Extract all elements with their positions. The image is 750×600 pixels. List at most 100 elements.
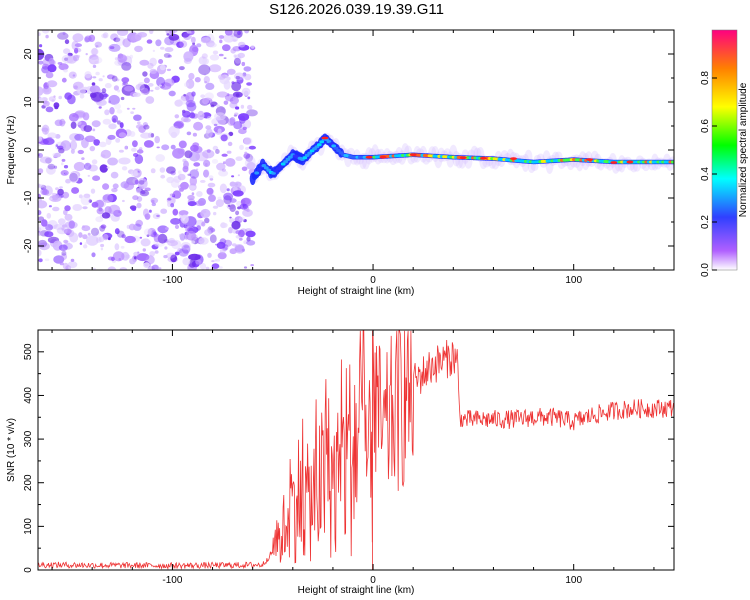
- noise-blob: [39, 44, 43, 48]
- noise-blob: [49, 194, 62, 202]
- noise-blob: [89, 85, 101, 94]
- y-tick-label: 200: [23, 474, 34, 491]
- noise-blob: [74, 133, 85, 141]
- noise-blob: [196, 191, 203, 197]
- noise-blob: [62, 31, 66, 36]
- noise-blob: [216, 241, 226, 249]
- noise-blob: [187, 194, 195, 201]
- noise-blob: [46, 136, 53, 142]
- noise-blob: [57, 62, 63, 65]
- noise-blob: [248, 145, 256, 150]
- y-tick-label: 20: [23, 48, 34, 60]
- noise-blob: [233, 121, 243, 130]
- noise-blob: [61, 250, 67, 256]
- noise-blob: [243, 240, 248, 245]
- noise-blob: [227, 118, 236, 126]
- ridge-peak: [610, 161, 618, 164]
- noise-blob: [130, 111, 135, 114]
- noise-blob: [216, 258, 221, 262]
- noise-blob: [96, 207, 104, 215]
- snr-frame: [37, 329, 675, 571]
- noise-blob: [228, 204, 231, 207]
- colorbar-tick-label: 0.6: [700, 119, 711, 133]
- noise-blob: [190, 36, 196, 44]
- colorbar-tick-label: 0.2: [700, 215, 711, 229]
- noise-blob: [151, 264, 159, 270]
- noise-blob: [214, 112, 226, 121]
- noise-blob: [202, 149, 215, 159]
- noise-blob: [41, 189, 50, 196]
- noise-blob: [217, 119, 227, 125]
- noise-blob: [231, 36, 238, 42]
- noise-blob: [135, 219, 143, 227]
- noise-blob: [211, 159, 219, 164]
- noise-blob: [225, 158, 236, 167]
- noise-blob: [220, 222, 226, 229]
- noise-blob: [210, 104, 215, 108]
- noise-blob: [63, 228, 72, 235]
- noise-blob: [110, 171, 119, 179]
- noise-blob: [200, 208, 211, 218]
- noise-blob: [235, 75, 240, 80]
- noise-blob: [246, 236, 251, 242]
- noise-blob: [91, 47, 98, 56]
- noise-blob: [166, 166, 176, 174]
- noise-blob: [218, 53, 224, 57]
- noise-blob: [242, 208, 253, 217]
- noise-blob: [134, 179, 139, 185]
- noise-blob: [208, 194, 216, 202]
- noise-blob: [109, 74, 116, 79]
- noise-blob: [83, 125, 93, 133]
- noise-blob: [82, 225, 86, 228]
- noise-blob: [153, 234, 162, 243]
- noise-blob: [40, 188, 48, 196]
- noise-blob: [90, 188, 96, 194]
- noise-blob: [195, 168, 199, 171]
- noise-blob: [241, 87, 251, 96]
- noise-blob: [246, 240, 256, 246]
- noise-blob: [133, 223, 142, 231]
- noise-blob: [38, 198, 42, 202]
- noise-blob: [113, 85, 119, 91]
- noise-blob: [247, 96, 251, 100]
- noise-blob: [136, 202, 142, 209]
- noise-blob: [54, 105, 59, 110]
- noise-blob: [48, 205, 52, 208]
- noise-blob: [89, 145, 96, 152]
- noise-blob: [219, 39, 223, 44]
- ridge-core: [670, 160, 674, 164]
- noise-blob: [139, 189, 150, 197]
- y-tick-label: 500: [23, 343, 34, 360]
- noise-blob: [44, 224, 54, 231]
- noise-blob: [157, 225, 169, 234]
- noise-blob: [215, 149, 220, 154]
- noise-blob: [238, 216, 246, 222]
- noise-blob: [209, 234, 217, 243]
- noise-blob: [38, 258, 43, 263]
- noise-blob: [156, 214, 160, 218]
- noise-blob: [233, 54, 237, 58]
- noise-blob: [243, 266, 248, 269]
- noise-blob: [108, 204, 121, 215]
- noise-blob: [98, 106, 102, 109]
- noise-blob: [84, 71, 92, 79]
- noise-blob: [220, 134, 228, 142]
- noise-blob: [145, 255, 155, 265]
- noise-blob: [203, 169, 210, 178]
- noise-blob: [206, 187, 214, 195]
- noise-blob: [99, 164, 109, 173]
- noise-blob: [92, 64, 97, 68]
- ridge-peak: [365, 155, 373, 159]
- noise-blob: [126, 107, 130, 110]
- page-title: S126.2026.039.19.39.G11: [269, 1, 444, 18]
- noise-blob: [75, 54, 81, 58]
- noise-blob: [243, 137, 253, 146]
- noise-blob: [43, 100, 50, 107]
- noise-blob: [38, 153, 43, 158]
- noise-blob: [183, 93, 187, 97]
- noise-blob: [188, 72, 195, 80]
- noise-blob: [213, 211, 217, 216]
- ridge-core: [326, 140, 332, 144]
- noise-blob: [150, 133, 155, 138]
- noise-blob: [149, 68, 157, 74]
